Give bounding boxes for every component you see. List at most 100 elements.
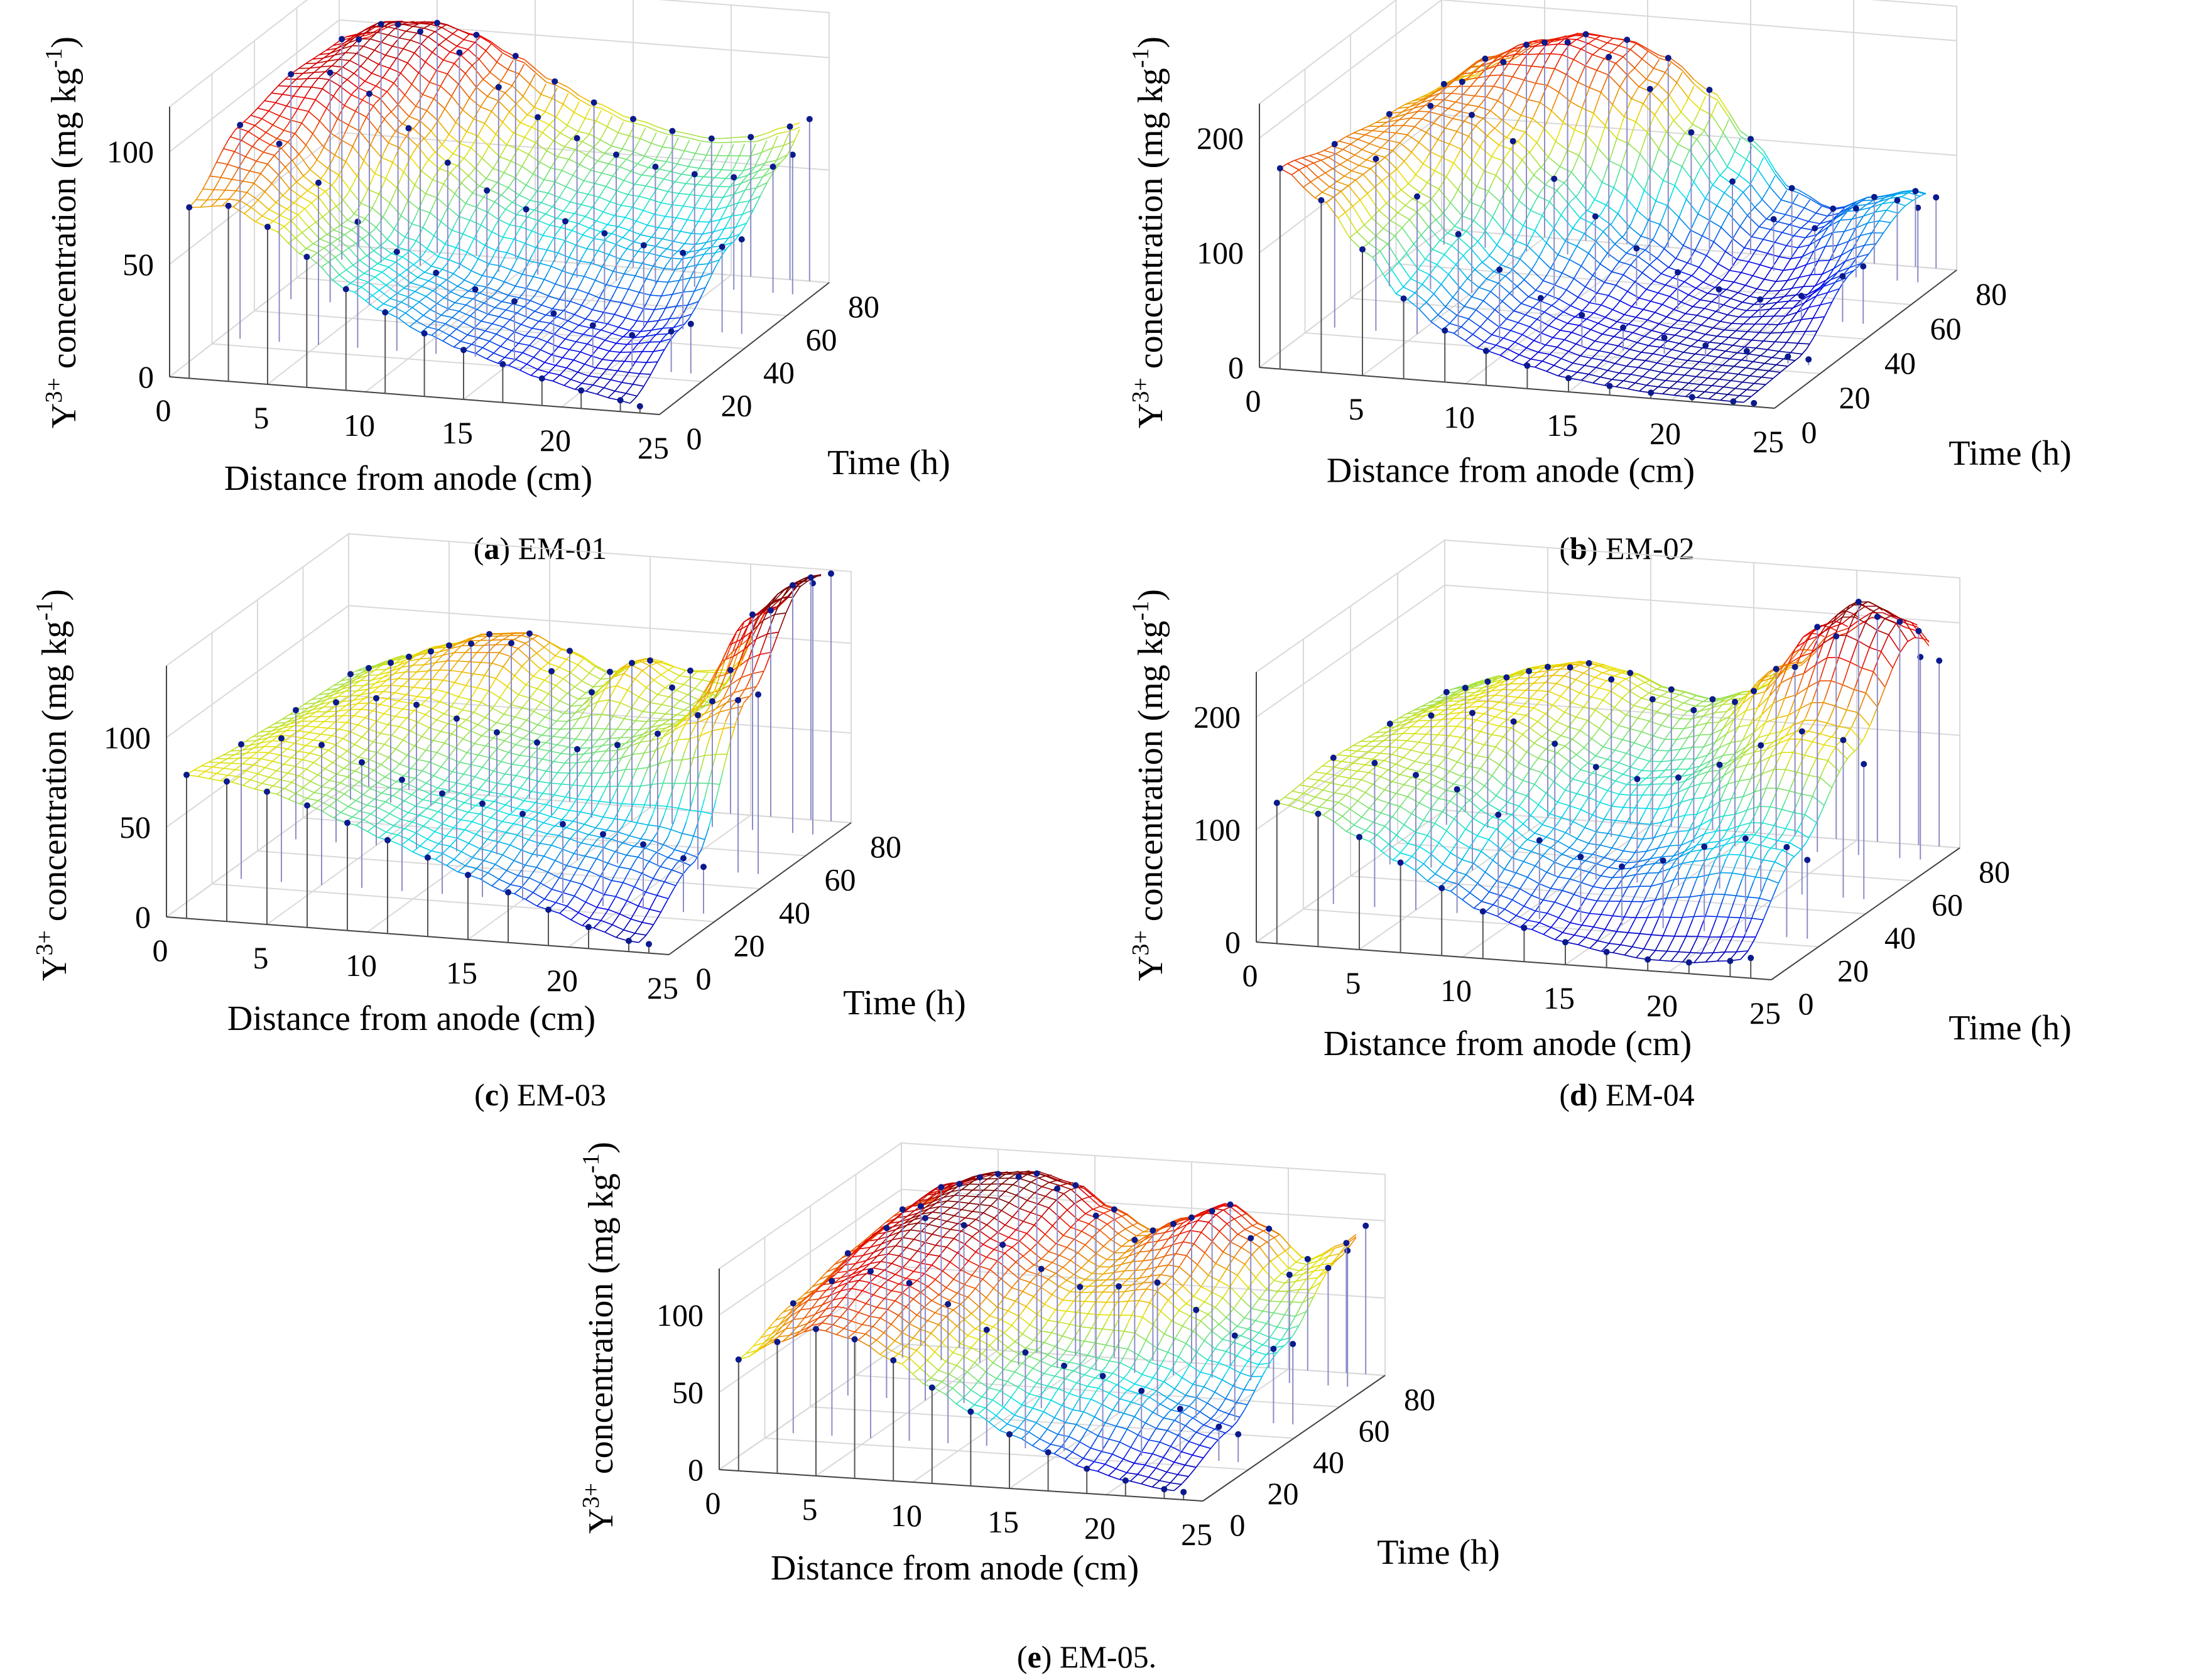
mesh-line — [455, 282, 462, 289]
mesh-line — [1602, 333, 1614, 337]
mesh-line — [632, 305, 644, 310]
mesh-line — [1783, 337, 1791, 347]
mesh-line — [1617, 213, 1630, 227]
mesh-line — [1286, 160, 1295, 165]
mesh-line — [328, 54, 336, 61]
mesh-line — [780, 156, 787, 164]
mesh-line — [554, 313, 562, 320]
mesh-line — [1757, 169, 1770, 187]
mesh-line — [1501, 135, 1509, 143]
mesh-line — [499, 298, 507, 304]
mesh-line — [621, 138, 629, 151]
mesh-line — [1709, 220, 1722, 228]
mesh-line — [465, 215, 473, 229]
mesh-line — [658, 163, 666, 170]
mesh-line — [312, 57, 324, 60]
mesh-line — [509, 319, 521, 325]
mesh-line — [1714, 135, 1722, 150]
mesh-line — [1820, 220, 1832, 224]
mesh-line — [687, 694, 700, 701]
mesh-line — [1472, 333, 1485, 343]
mesh-line — [1792, 202, 1805, 209]
mesh-line — [560, 227, 572, 231]
mesh-line — [1768, 175, 1776, 190]
mesh-line — [1582, 310, 1594, 314]
mesh-line — [1667, 184, 1676, 204]
mesh-line — [1418, 111, 1430, 112]
mesh-line — [1677, 143, 1690, 151]
mesh-line — [521, 346, 529, 354]
z-label-close: ) — [45, 36, 84, 48]
mesh-line — [460, 199, 469, 212]
mesh-line — [298, 117, 306, 129]
mesh-line — [261, 118, 273, 126]
data-point — [378, 21, 384, 28]
mesh-line — [541, 125, 550, 134]
z-label-text: concentration (mg kg — [1131, 68, 1170, 377]
mesh-line — [626, 159, 638, 165]
mesh-line — [1363, 219, 1371, 226]
mesh-line — [223, 148, 235, 153]
mesh-line — [1476, 309, 1488, 319]
mesh-line — [321, 262, 329, 268]
mesh-line — [412, 306, 424, 316]
mesh-line — [1495, 175, 1508, 187]
mesh-line — [1611, 373, 1619, 381]
mesh-line — [361, 286, 373, 296]
mesh-line — [1779, 245, 1787, 257]
mesh-line — [1704, 308, 1717, 312]
mesh-line — [269, 120, 277, 129]
mesh-line — [1658, 292, 1670, 297]
mesh-line — [444, 108, 457, 123]
mesh-line — [1462, 255, 1476, 270]
mesh-line — [1798, 192, 1810, 200]
mesh-line — [320, 70, 327, 77]
mesh-line — [1512, 64, 1521, 77]
mesh-line — [440, 24, 448, 29]
mesh-line — [1710, 379, 1719, 387]
mesh-line — [1750, 183, 1763, 200]
mesh-line — [1655, 200, 1668, 207]
mesh-line — [430, 229, 438, 243]
mesh-line — [435, 250, 443, 262]
mesh-line — [1665, 232, 1673, 247]
mesh-line — [633, 314, 641, 326]
mesh-line — [341, 42, 349, 50]
mesh-line — [405, 236, 416, 241]
mesh-line — [1764, 362, 1776, 366]
mesh-line — [1769, 186, 1782, 200]
mesh-line — [1535, 67, 1544, 83]
mesh-line — [1324, 169, 1332, 174]
mesh-line — [1639, 132, 1648, 153]
mesh-line — [655, 314, 663, 326]
mesh-line — [1490, 291, 1503, 302]
mesh-line — [1407, 293, 1415, 300]
mesh-line — [1744, 346, 1756, 349]
mesh-line — [690, 276, 702, 279]
mesh-line — [579, 164, 591, 171]
mesh-line — [551, 266, 563, 271]
data-point — [1482, 55, 1489, 62]
mesh-line — [471, 134, 479, 147]
mesh-line — [653, 265, 665, 269]
mesh-line — [1650, 369, 1662, 373]
mesh-line — [701, 240, 709, 249]
mesh-line — [619, 215, 627, 225]
mesh-line — [486, 286, 498, 292]
mesh-line — [523, 306, 535, 312]
mesh-line — [1335, 153, 1348, 161]
mesh-line — [523, 62, 536, 73]
mesh-line — [1639, 305, 1648, 314]
mesh-line — [1731, 323, 1744, 325]
mesh-line — [1686, 181, 1695, 199]
data-point — [629, 332, 636, 339]
mesh-line — [531, 328, 543, 331]
mesh-line — [460, 55, 473, 66]
mesh-line — [585, 384, 593, 392]
mesh-line — [590, 262, 602, 268]
mesh-line — [1727, 388, 1735, 396]
mesh-line — [643, 308, 655, 310]
mesh-line — [330, 133, 342, 141]
mesh-line — [448, 259, 461, 265]
mesh-line — [434, 165, 442, 176]
